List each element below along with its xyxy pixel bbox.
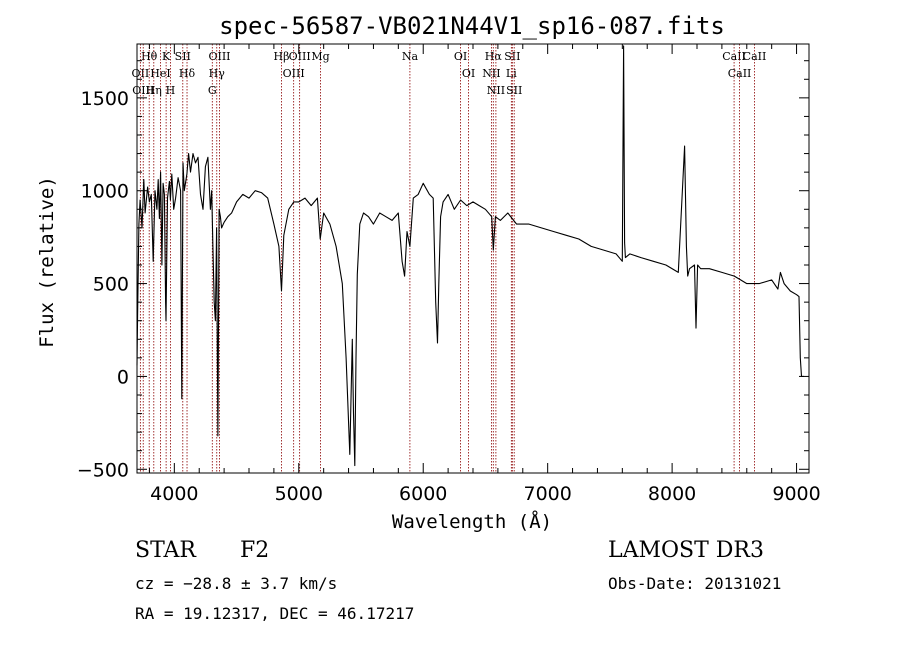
line-label-27: CaII: [743, 50, 767, 63]
line-label-11: G: [208, 84, 217, 97]
axis-ticks: 4000 5000 6000 7000 8000 9000 −500 0 500 1000 1500: [77, 44, 821, 505]
spectrum-line-0: [136, 45, 804, 467]
line-label-24: SII: [506, 84, 522, 97]
line-label-22: SII: [504, 50, 520, 63]
y-tick-label-1: 0: [117, 366, 129, 388]
y-tick-label-0: −500: [77, 459, 129, 481]
x-tick-label-0: 4000: [150, 483, 198, 505]
plot-frame: [136, 43, 810, 474]
line-label-23: Li: [506, 67, 517, 80]
x-tick-label-2: 6000: [399, 483, 447, 505]
y-axis-label: Flux (relative): [36, 176, 58, 348]
line-label-18: OI: [462, 67, 475, 80]
line-label-15: Mg: [311, 50, 329, 63]
line-label-3: HeI: [150, 67, 170, 80]
x-axis-label: Wavelength (Å): [392, 510, 552, 533]
object-subclass: F2: [240, 538, 270, 563]
line-label-19: Hα: [485, 50, 503, 63]
line-label-13: OIII: [283, 67, 305, 80]
coordinates: RA = 19.12317, DEC = 46.17217: [135, 604, 415, 623]
x-tick-label-5: 9000: [772, 483, 820, 505]
chart-title: spec-56587-VB021N44V1_sp16-087.fits: [219, 12, 725, 40]
line-label-9: OIII: [208, 50, 230, 63]
line-label-2: OIII: [132, 84, 154, 97]
line-label-21: NII: [487, 84, 505, 97]
line-label-14: OIII: [289, 50, 311, 63]
y-tick-label-4: 1500: [81, 88, 129, 110]
line-label-16: Na: [402, 50, 419, 63]
x-tick-label-1: 5000: [275, 483, 323, 505]
y-tick-label-3: 1000: [81, 181, 129, 203]
line-label-25: CaII: [722, 50, 746, 63]
redshift-velocity: cz = −28.8 ± 3.7 km/s: [135, 574, 338, 593]
line-label-1: OII: [132, 67, 150, 80]
y-tick-label-2: 500: [93, 274, 129, 296]
x-tick-label-3: 7000: [523, 483, 571, 505]
line-label-26: CaII: [728, 67, 752, 80]
line-label-4: Hη: [146, 84, 162, 97]
line-label-6: H: [166, 84, 176, 97]
line-label-10: Hγ: [209, 67, 226, 80]
line-label-17: OI: [454, 50, 467, 63]
line-label-12: Hβ: [274, 50, 290, 63]
line-label-7: SII: [175, 50, 191, 63]
spectrum-series: [136, 45, 804, 467]
line-label-5: K: [162, 50, 171, 63]
x-tick-label-4: 8000: [648, 483, 696, 505]
object-type: STAR: [135, 538, 196, 563]
observation-date: Obs-Date: 20131021: [608, 574, 782, 593]
survey-name: LAMOST DR3: [608, 538, 764, 563]
line-label-20: NII: [482, 67, 500, 80]
line-label-8: Hδ: [179, 67, 196, 80]
